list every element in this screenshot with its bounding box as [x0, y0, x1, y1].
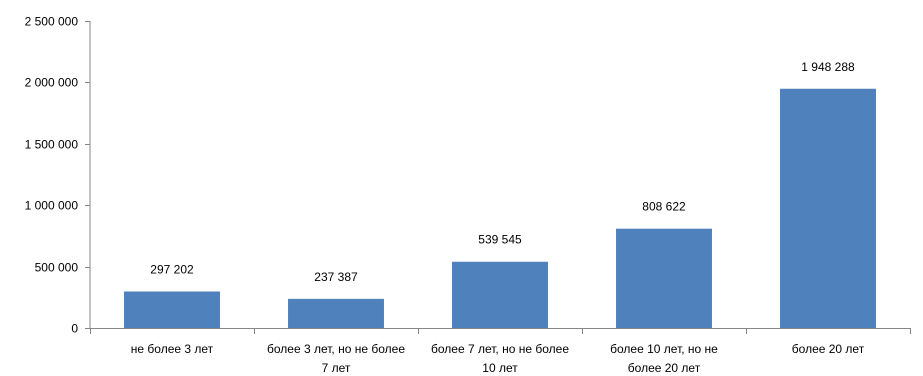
bar [452, 261, 548, 328]
category-label: более 3 лет, но не более 7 лет [267, 342, 405, 375]
data-label: 808 622 [642, 200, 686, 214]
bar [780, 88, 876, 328]
y-tick-label: 0 [71, 322, 78, 336]
y-tick-label: 1 000 000 [25, 199, 79, 213]
category-label-line: более 7 лет, но не более [431, 342, 569, 356]
y-tick-label: 1 500 000 [25, 138, 79, 152]
category-label-line: не более 3 лет [131, 342, 214, 356]
x-axis: не более 3 лет более 3 лет, но не более 7 … [90, 328, 911, 375]
category-label-line: более 10 лет, но не [610, 342, 718, 356]
y-tick-label: 2 000 000 [25, 76, 79, 90]
y-tick-label: 2 500 000 [25, 15, 79, 29]
category-label-line: более 3 лет, но не более [267, 342, 405, 356]
category-label-line: более 20 лет [792, 342, 865, 356]
category-label-line: более 20 лет [628, 361, 701, 375]
category-label-line: 7 лет [322, 361, 351, 375]
category-label: более 7 лет, но не более 10 лет [431, 342, 569, 375]
y-tick-label: 500 000 [35, 261, 79, 275]
y-axis: 0 500 000 1 000 000 1 500 000 2 000 000 2 500… [25, 15, 91, 336]
category-label: не более 3 лет [131, 342, 214, 356]
bar [616, 228, 712, 328]
bars [124, 88, 876, 328]
data-label: 237 387 [314, 270, 358, 284]
category-label-line: 10 лет [482, 361, 518, 375]
data-labels: 297 202 237 387 539 545 808 622 1 948 288 [150, 60, 855, 284]
bar [124, 291, 220, 328]
data-label: 1 948 288 [801, 60, 855, 74]
category-label: более 20 лет [792, 342, 865, 356]
category-label: более 10 лет, но не более 20 лет [610, 342, 718, 375]
data-label: 297 202 [150, 263, 194, 277]
data-label: 539 545 [478, 233, 522, 247]
bar [288, 298, 384, 328]
